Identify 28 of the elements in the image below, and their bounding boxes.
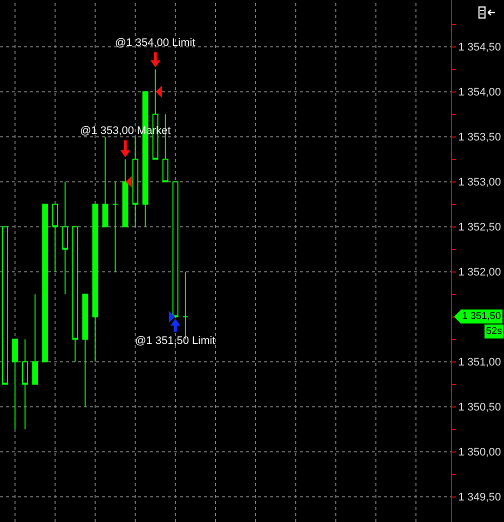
annotation: @1 351,50 Limit [135, 335, 216, 347]
candlestick [62, 181, 68, 295]
candlestick [122, 158, 128, 228]
y-tick-label: 1 354,00 [458, 86, 502, 99]
candlestick [112, 181, 118, 272]
y-tick-label: 1 353,00 [458, 176, 502, 189]
candlestick [82, 294, 88, 408]
candlestick [42, 204, 48, 362]
annotation: @1 354,00 Limit [115, 37, 196, 49]
candlestick [132, 136, 138, 228]
candlestick [72, 226, 78, 362]
candlestick [32, 294, 38, 385]
y-tick-label: 1 353,50 [458, 132, 502, 144]
candlestick [12, 338, 18, 430]
candlestick [92, 204, 98, 362]
text: 52s [486, 326, 502, 337]
y-tick-label: 1 350,50 [458, 402, 502, 414]
candlestick [52, 204, 58, 272]
y-tick-label: 1 350,00 [458, 446, 502, 459]
candlestick [172, 181, 178, 318]
candlestick [102, 136, 108, 228]
y-tick-label: 1 352,00 [458, 266, 502, 279]
candlestick [22, 338, 28, 430]
y-tick-label: 1 352,50 [458, 222, 502, 234]
y-tick-label: 1 351,00 [458, 356, 502, 369]
text: 1 351,50 [462, 311, 502, 322]
y-tick-label: 1 349,50 [458, 492, 502, 504]
y-tick-label: 1 354,50 [458, 42, 502, 54]
